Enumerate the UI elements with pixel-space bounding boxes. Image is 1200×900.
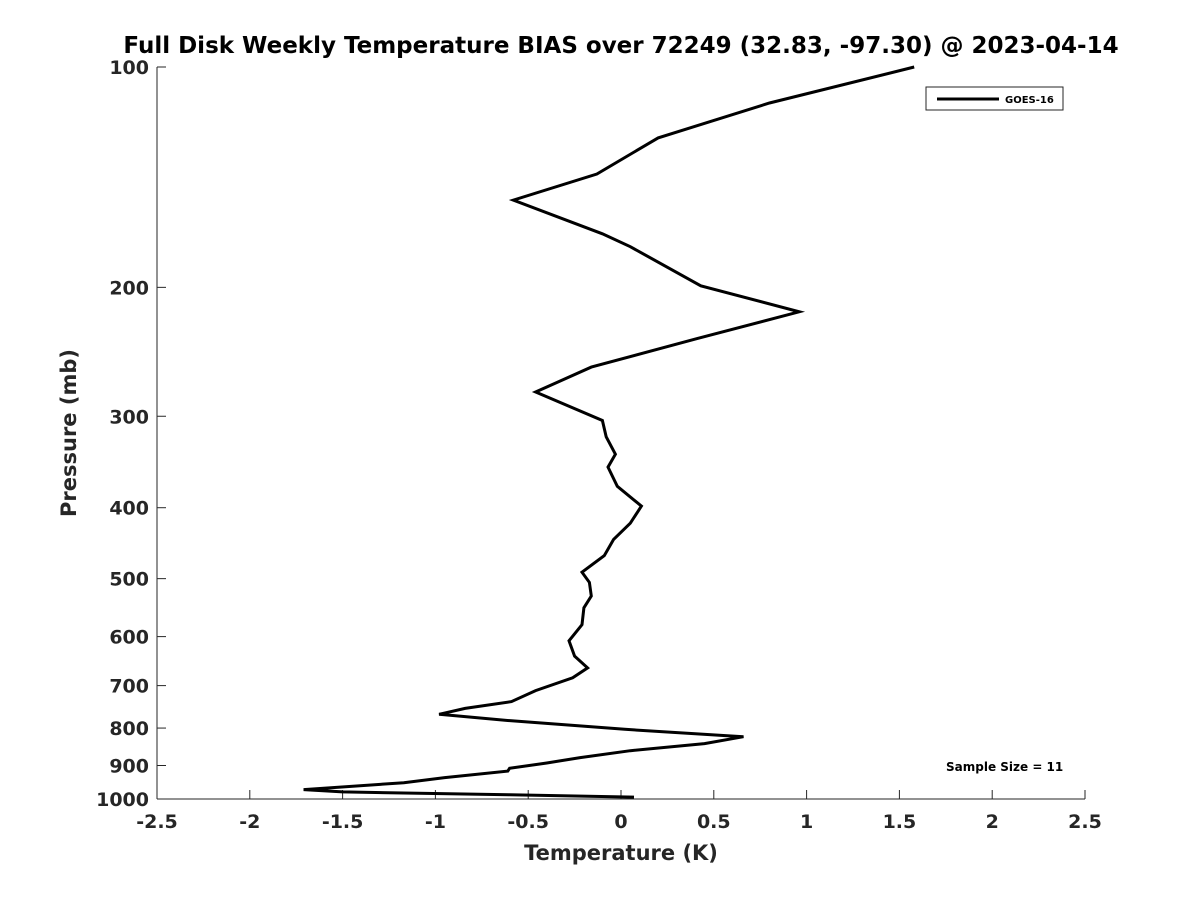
x-tick-label: -1.5 — [322, 811, 364, 833]
y-tick-label: 500 — [109, 569, 149, 591]
y-tick-label: 100 — [109, 57, 149, 79]
x-tick-label: -0.5 — [507, 811, 549, 833]
sample-size-annotation: Sample Size = 11 — [946, 760, 1063, 774]
y-tick-label: 600 — [109, 627, 149, 649]
x-tick-label: 2.5 — [1068, 811, 1102, 833]
chart-title: Full Disk Weekly Temperature BIAS over 7… — [123, 33, 1118, 59]
y-axis-label: Pressure (mb) — [57, 349, 81, 517]
x-tick-label: -2.5 — [136, 811, 178, 833]
x-tick-label: 2 — [986, 811, 999, 833]
x-tick-labels: -2.5 -2 -1.5 -1 -0.5 0 0.5 1 1.5 2 2.5 — [136, 811, 1102, 833]
x-tick-label: -1 — [425, 811, 446, 833]
tick-marks — [156, 66, 1086, 800]
series-line-goes-16 — [303, 65, 915, 799]
y-tick-label: 400 — [109, 498, 149, 520]
legend: GOES-16 — [925, 86, 1064, 111]
x-tick-label: 0.5 — [697, 811, 731, 833]
y-tick-label: 700 — [109, 676, 149, 698]
y-tick-label: 800 — [109, 718, 149, 740]
x-tick-label: 0 — [614, 811, 627, 833]
x-axis-label: Temperature (K) — [524, 841, 718, 865]
x-tick-label: -2 — [239, 811, 260, 833]
y-tick-label: 1000 — [96, 789, 149, 811]
series-group — [303, 65, 915, 799]
y-tick-label: 200 — [109, 277, 149, 299]
x-tick-label: 1 — [800, 811, 813, 833]
y-tick-label: 300 — [109, 406, 149, 428]
y-tick-label: 900 — [109, 756, 149, 778]
x-tick-label: 1.5 — [883, 811, 917, 833]
legend-label-goes-16: GOES-16 — [1005, 95, 1054, 106]
y-tick-labels: 100 200 300 400 500 600 700 800 900 1000 — [96, 57, 149, 811]
